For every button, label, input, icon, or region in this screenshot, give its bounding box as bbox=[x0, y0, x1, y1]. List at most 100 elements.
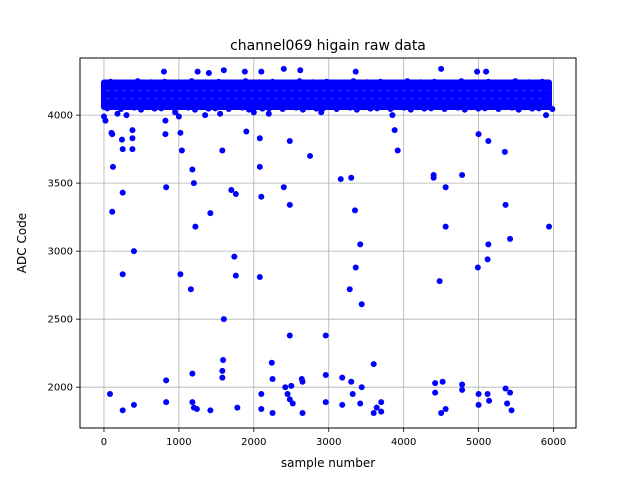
data-point bbox=[123, 112, 130, 119]
band-edge-point bbox=[316, 80, 323, 87]
data-point bbox=[177, 129, 184, 136]
band-edge-point bbox=[283, 79, 290, 86]
data-point bbox=[265, 110, 272, 117]
band-edge-point bbox=[134, 78, 141, 85]
band-edge-point bbox=[249, 81, 256, 88]
data-point bbox=[357, 241, 364, 248]
band-edge-point bbox=[397, 80, 404, 87]
band-edge-point bbox=[468, 104, 475, 111]
data-point bbox=[219, 374, 226, 381]
band-edge-point bbox=[353, 106, 360, 113]
x-tick-label: 3000 bbox=[316, 437, 341, 448]
data-point bbox=[438, 410, 445, 417]
data-point bbox=[339, 374, 346, 381]
band-edge-point bbox=[313, 105, 320, 112]
data-point bbox=[297, 67, 304, 74]
data-point bbox=[484, 390, 491, 397]
x-tick-label: 1000 bbox=[166, 437, 191, 448]
data-point bbox=[378, 408, 385, 415]
data-point bbox=[119, 146, 126, 153]
band-edge-point bbox=[451, 80, 458, 87]
data-point bbox=[231, 253, 238, 260]
data-point bbox=[163, 377, 170, 384]
data-point bbox=[442, 223, 449, 230]
data-point bbox=[286, 332, 293, 339]
data-point bbox=[172, 109, 179, 116]
data-point bbox=[162, 131, 169, 138]
data-point bbox=[357, 400, 364, 407]
band-edge-point bbox=[401, 104, 408, 111]
data-point bbox=[202, 112, 209, 119]
band-edge-point bbox=[192, 106, 199, 113]
data-point bbox=[219, 147, 226, 154]
data-point bbox=[486, 397, 493, 404]
data-point bbox=[189, 166, 196, 173]
data-point bbox=[389, 112, 396, 119]
data-point bbox=[339, 401, 346, 408]
data-point bbox=[269, 410, 276, 417]
data-point bbox=[162, 117, 169, 124]
data-point bbox=[286, 137, 293, 144]
data-point bbox=[346, 286, 353, 293]
data-point bbox=[543, 112, 550, 119]
data-point bbox=[280, 65, 287, 72]
y-tick-label: 2000 bbox=[48, 383, 73, 394]
data-point bbox=[485, 241, 492, 248]
y-tick-label: 2500 bbox=[48, 315, 73, 326]
band-edge-point bbox=[357, 81, 364, 88]
band-edge-point bbox=[154, 80, 161, 87]
band-edge-point bbox=[212, 105, 219, 112]
band-edge-point bbox=[390, 79, 397, 86]
band-edge-point bbox=[448, 103, 455, 110]
data-point bbox=[190, 180, 197, 187]
data-point bbox=[109, 163, 116, 170]
data-point bbox=[119, 271, 126, 278]
data-point bbox=[351, 207, 358, 214]
data-point bbox=[193, 405, 200, 412]
data-point bbox=[207, 210, 214, 217]
band-edge-point bbox=[121, 79, 128, 86]
data-point bbox=[129, 146, 136, 153]
data-point bbox=[189, 370, 196, 377]
band-edge-point bbox=[485, 78, 492, 85]
band-edge-point bbox=[306, 104, 313, 111]
data-point bbox=[484, 256, 491, 263]
data-point bbox=[436, 278, 443, 285]
data-point bbox=[241, 68, 248, 75]
band-edge-point bbox=[340, 103, 347, 110]
band-edge-point bbox=[245, 106, 252, 113]
band-edge-point bbox=[350, 78, 357, 85]
band-edge-point bbox=[539, 78, 546, 85]
band-edge-point bbox=[276, 81, 283, 88]
band-edge-point bbox=[505, 80, 512, 87]
band-edge-point bbox=[377, 78, 384, 85]
band-edge-point bbox=[310, 79, 317, 86]
data-point bbox=[256, 163, 263, 170]
x-axis-label: sample number bbox=[281, 456, 375, 470]
data-point bbox=[307, 152, 314, 159]
band-edge-point bbox=[296, 78, 303, 85]
band-edge-point bbox=[289, 80, 296, 87]
chart-title: channel069 higain raw data bbox=[230, 38, 426, 54]
data-point bbox=[109, 208, 116, 215]
band-edge-point bbox=[515, 106, 522, 113]
data-point bbox=[280, 184, 287, 191]
data-point bbox=[502, 385, 509, 392]
data-point bbox=[474, 68, 481, 75]
data-point bbox=[250, 109, 257, 116]
data-point bbox=[129, 135, 136, 142]
data-point bbox=[483, 68, 490, 75]
data-point bbox=[256, 135, 263, 142]
data-point bbox=[432, 389, 439, 396]
y-axis-label: ADC Code bbox=[15, 213, 29, 273]
data-point bbox=[109, 131, 116, 138]
band-edge-point bbox=[519, 81, 526, 88]
band-edge-point bbox=[414, 104, 421, 111]
band-edge-point bbox=[434, 103, 441, 110]
data-point bbox=[475, 131, 482, 138]
y-tick-label: 3500 bbox=[48, 179, 73, 190]
data-point bbox=[504, 400, 511, 407]
data-point bbox=[119, 407, 126, 414]
data-point bbox=[475, 401, 482, 408]
band-edge-point bbox=[178, 103, 185, 110]
